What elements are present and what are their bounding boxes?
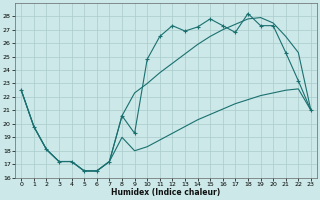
X-axis label: Humidex (Indice chaleur): Humidex (Indice chaleur) [111, 188, 221, 197]
